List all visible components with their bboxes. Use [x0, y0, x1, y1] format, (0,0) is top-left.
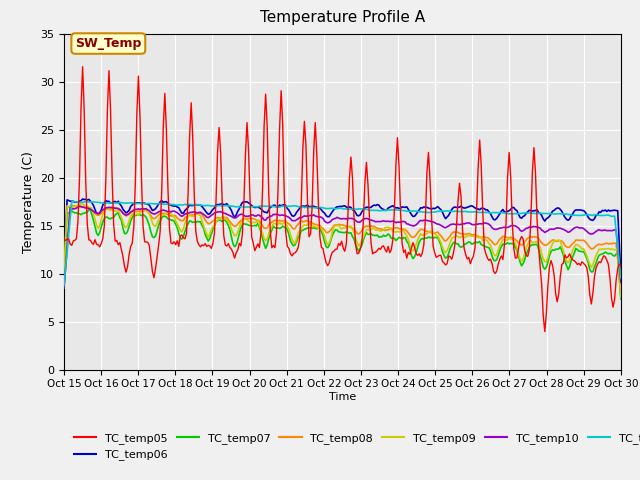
Legend: TC_temp05, TC_temp06, TC_temp07, TC_temp08, TC_temp09, TC_temp10, TC_temp11: TC_temp05, TC_temp06, TC_temp07, TC_temp… [70, 429, 640, 465]
X-axis label: Time: Time [329, 392, 356, 402]
Text: SW_Temp: SW_Temp [75, 37, 141, 50]
Title: Temperature Profile A: Temperature Profile A [260, 11, 425, 25]
Y-axis label: Temperature (C): Temperature (C) [22, 151, 35, 252]
